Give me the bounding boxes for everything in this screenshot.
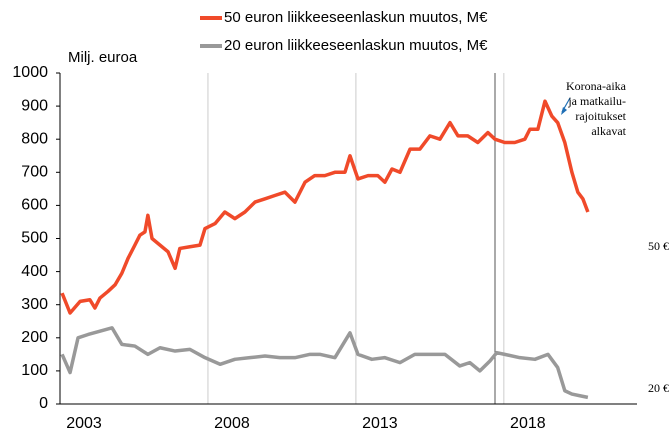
y-tick-label: 400 [21,263,48,280]
y-tick-label: 900 [21,97,48,114]
annotation: alkavat [591,124,626,138]
x-tick-label: 2008 [214,415,250,432]
annotation: rajoitukset [575,109,626,123]
y-tick-label: 0 [39,395,48,412]
x-tick-label: 2018 [510,415,546,432]
x-tick-label: 2013 [362,415,398,432]
y-tick-label: 300 [21,296,48,313]
end-label: 20 € [648,381,669,395]
legend-label: 20 euron liikkeeseenlaskun muutos, M€ [224,37,488,54]
y-axis-label: Milj. euroa [68,49,138,66]
end-label: 50 € [648,239,669,253]
y-tick-label: 600 [21,197,48,214]
annotation-arrowhead [561,107,567,115]
annotation: Korona-aika [566,79,627,93]
y-tick-label: 500 [21,230,48,247]
line [60,99,590,315]
annotation: ja matkailu- [567,94,626,108]
legend-label: 50 euron liikkeeseenlaskun muutos, M€ [224,9,488,26]
x-tick-label: 2003 [66,415,102,432]
y-tick-label: 700 [21,164,48,181]
y-tick-label: 100 [21,362,48,379]
y-tick-label: 1000 [12,64,48,81]
y-tick-label: 200 [21,329,48,346]
y-tick-label: 800 [21,130,48,147]
line [60,326,589,400]
